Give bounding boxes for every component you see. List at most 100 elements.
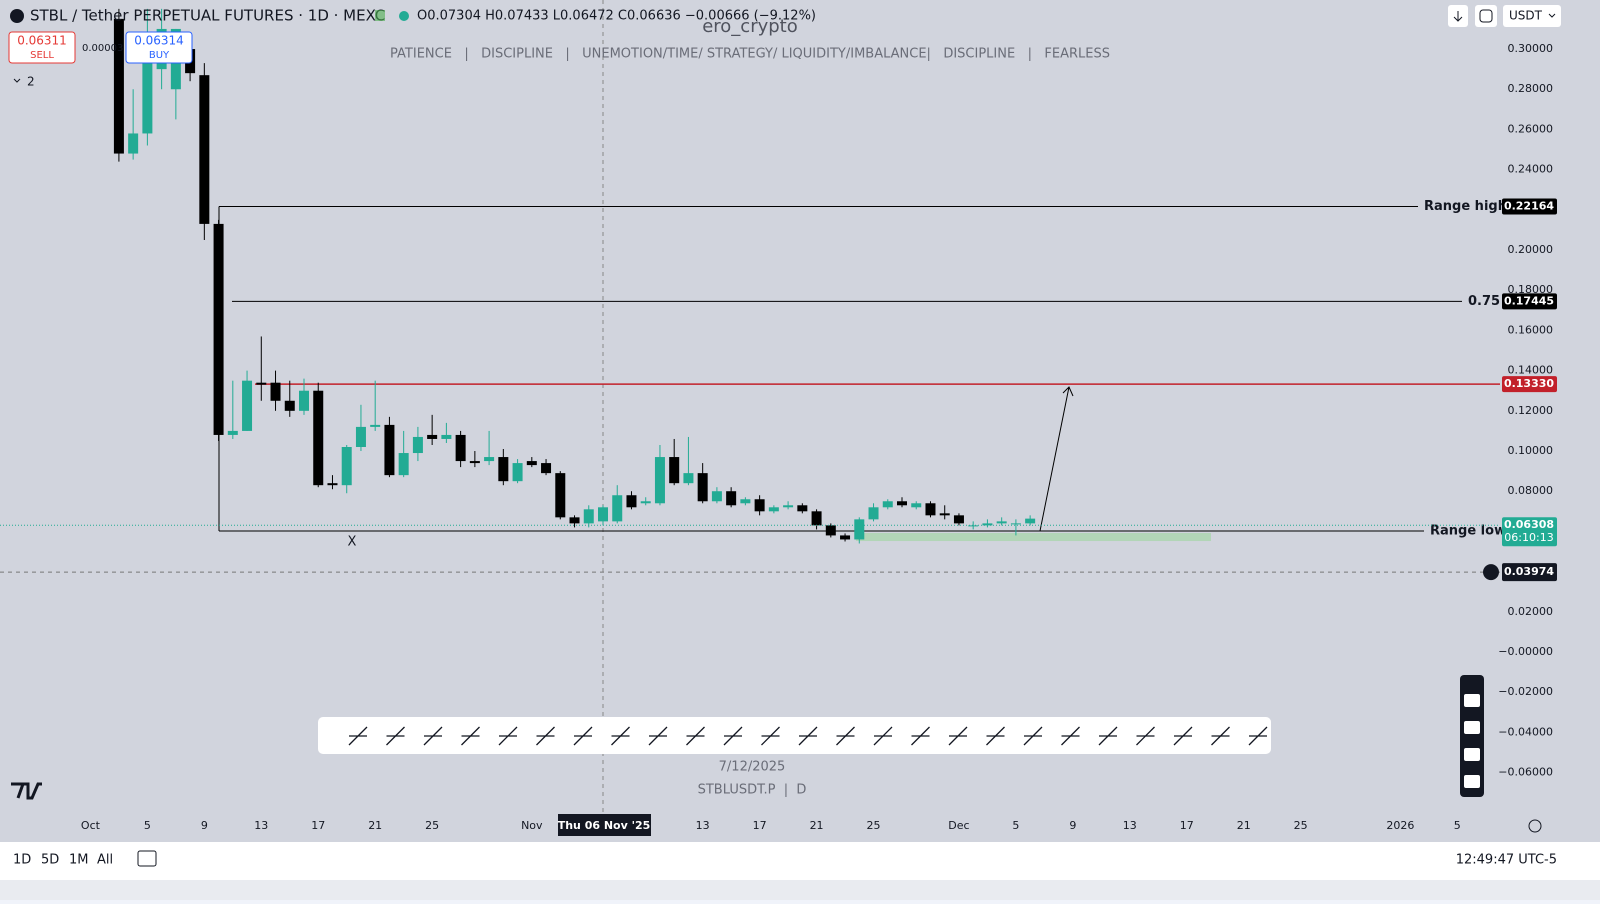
candle-body: [142, 59, 153, 134]
tool-icon[interactable]: [461, 726, 480, 746]
y-tick-label: 0.30000: [1508, 42, 1554, 55]
tool-icon[interactable]: [1098, 726, 1118, 746]
status-icon: [375, 10, 385, 21]
tool-icon[interactable]: [1023, 726, 1043, 746]
range-button[interactable]: 1M: [69, 853, 89, 868]
candle-body: [412, 436, 423, 454]
tool-icon[interactable]: [1248, 726, 1268, 746]
sell-button[interactable]: [8, 31, 76, 64]
crosshair-price-label: 0.03974: [1504, 565, 1554, 578]
range-button[interactable]: 1D: [13, 853, 31, 868]
candle-body: [469, 461, 480, 464]
x-tick-label: 5: [144, 819, 151, 832]
candle-body: [128, 133, 139, 154]
y-tick-label: 0.18000: [1508, 283, 1554, 296]
candle-body: [113, 18, 124, 154]
candle-body: [754, 499, 765, 512]
candle-body: [626, 495, 637, 508]
sell-label: SELL: [30, 50, 54, 61]
indicator-count[interactable]: 2: [27, 75, 35, 89]
y-tick-label: 0.20000: [1508, 243, 1554, 256]
candle-body: [697, 473, 708, 502]
currency-button[interactable]: [1503, 5, 1561, 27]
price-label: 0.22164: [1504, 200, 1554, 213]
side-tool-icon[interactable]: [1464, 694, 1480, 707]
tool-icon[interactable]: [1061, 726, 1080, 746]
drawing-toolbar: [318, 717, 1271, 754]
tool-icon[interactable]: [648, 726, 668, 746]
tool-icon[interactable]: [836, 726, 855, 746]
candle-body: [355, 426, 366, 448]
tool-icon[interactable]: [1173, 726, 1193, 746]
side-tool-icon[interactable]: [1464, 721, 1480, 734]
x-tick-label: 13: [254, 819, 268, 832]
crosshair-date-label: Thu 06 Nov '25: [558, 819, 651, 832]
side-tool-icon[interactable]: [1464, 748, 1480, 761]
candle-body: [299, 390, 309, 411]
last-price-box: [1502, 517, 1557, 547]
date-range-icon[interactable]: [137, 850, 157, 867]
symbol-title: STBL / Tether PERPETUAL FUTURES · 1D · M…: [30, 7, 385, 25]
settings-icon[interactable]: [1528, 819, 1542, 833]
sync-button[interactable]: [1475, 5, 1497, 27]
candle-body: [669, 457, 680, 484]
tool-icon[interactable]: [798, 726, 818, 746]
range-button[interactable]: All: [97, 853, 113, 868]
tool-icon[interactable]: [573, 726, 593, 746]
bottom-strip: [0, 880, 1600, 900]
tool-icon[interactable]: [1136, 726, 1155, 746]
spread: 0.00003: [82, 43, 123, 54]
x-tick-label: Oct: [81, 819, 101, 832]
market-dot: [399, 11, 409, 21]
candle-body: [939, 513, 950, 516]
clock: 12:49:47 UTC-5: [1456, 853, 1557, 868]
candle-body: [683, 473, 694, 484]
candle-body: [640, 501, 651, 504]
candle-body: [270, 382, 281, 401]
add-alert[interactable]: [1483, 564, 1499, 581]
y-tick-label: −0.06000: [1498, 766, 1553, 779]
tool-icon[interactable]: [386, 726, 405, 746]
candle-body: [612, 495, 623, 522]
candle-body: [768, 507, 779, 512]
tool-icon[interactable]: [611, 726, 630, 746]
tool-icon[interactable]: [873, 726, 893, 746]
y-tick-label: 0.10000: [1508, 444, 1554, 457]
x-tick-label: 17: [1180, 819, 1194, 832]
tool-icon[interactable]: [911, 726, 930, 746]
y-tick-label: 0.12000: [1508, 404, 1554, 417]
tool-icon[interactable]: [348, 726, 368, 746]
tool-icon[interactable]: [498, 726, 518, 746]
candle-body: [996, 521, 1007, 524]
y-tick-label: 0.08000: [1508, 484, 1554, 497]
tool-icon[interactable]: [723, 726, 743, 746]
candle-body: [213, 223, 224, 435]
candle-body: [313, 390, 324, 486]
level-name: Range high: [1424, 199, 1507, 214]
x-tick-label: 17: [311, 819, 325, 832]
tool-icon[interactable]: [423, 726, 443, 746]
watermark-ticker: STBLUSDT.P | D: [698, 783, 807, 798]
tool-icon[interactable]: [1211, 726, 1230, 746]
x-tick-label: 25: [867, 819, 881, 832]
symbol-logo: [10, 9, 24, 23]
tool-icon[interactable]: [536, 726, 555, 746]
level-name: 0.75: [1468, 294, 1500, 309]
countdown: 06:10:13: [1504, 531, 1553, 544]
tool-icon[interactable]: [761, 726, 780, 746]
candle-body: [882, 501, 893, 508]
price-label: 0.17445: [1504, 294, 1554, 307]
candle-body: [555, 473, 566, 518]
candle-body: [740, 499, 751, 504]
candle-body: [242, 380, 253, 431]
tool-icon[interactable]: [686, 726, 705, 746]
level-name: Range low: [1430, 524, 1506, 539]
tool-icon[interactable]: [986, 726, 1005, 746]
tool-icon[interactable]: [948, 726, 968, 746]
buy-button[interactable]: [125, 31, 193, 64]
side-tool-icon[interactable]: [1464, 775, 1480, 788]
range-button[interactable]: 5D: [41, 853, 59, 868]
annotation: X: [348, 535, 357, 550]
